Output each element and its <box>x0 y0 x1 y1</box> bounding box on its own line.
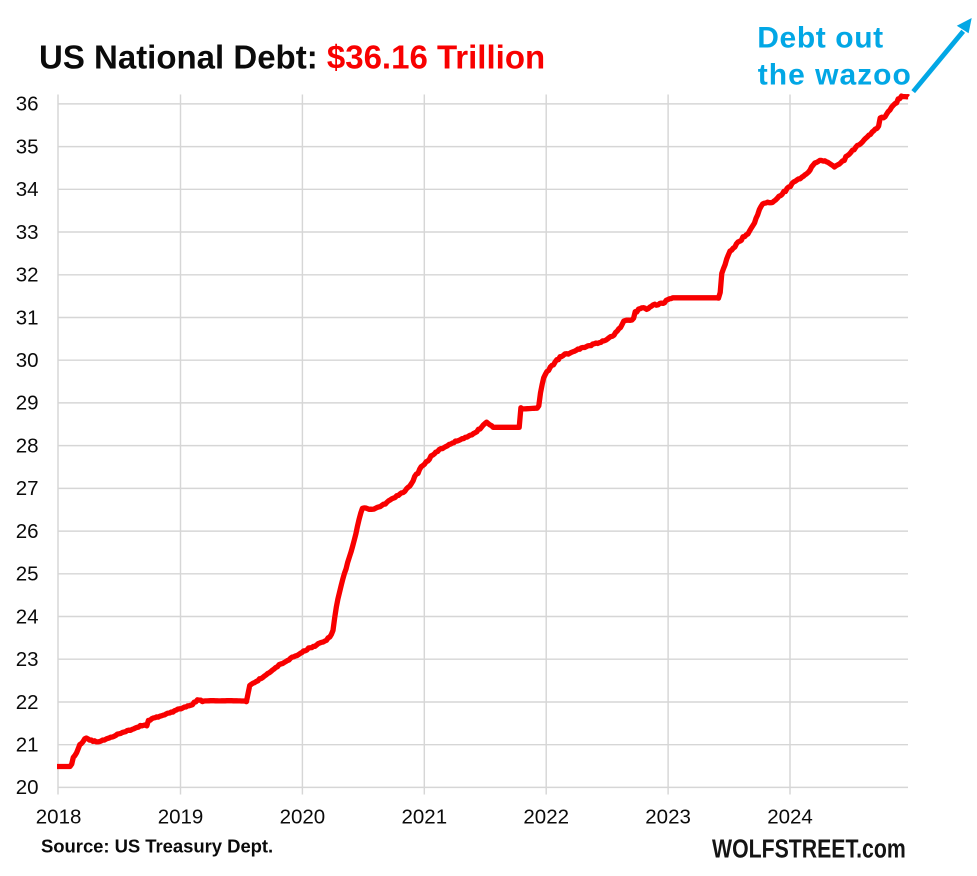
svg-text:31: 31 <box>16 306 39 329</box>
svg-text:Source: US Treasury Dept.: Source: US Treasury Dept. <box>41 836 273 857</box>
svg-text:33: 33 <box>16 221 39 244</box>
svg-text:Debt out: Debt out <box>757 22 883 55</box>
svg-text:WOLFSTREET.com: WOLFSTREET.com <box>712 835 906 865</box>
svg-text:2023: 2023 <box>645 806 691 829</box>
svg-text:23: 23 <box>16 648 39 671</box>
svg-text:the wazoo: the wazoo <box>758 59 912 92</box>
svg-text:2022: 2022 <box>523 806 569 829</box>
svg-text:2019: 2019 <box>158 806 204 829</box>
svg-text:24: 24 <box>16 605 39 628</box>
svg-text:22: 22 <box>16 691 39 714</box>
svg-text:20: 20 <box>16 776 39 799</box>
svg-text:32: 32 <box>16 264 39 287</box>
svg-text:35: 35 <box>16 135 39 158</box>
svg-text:2021: 2021 <box>401 806 447 829</box>
svg-text:28: 28 <box>16 434 39 457</box>
svg-text:21: 21 <box>16 734 39 757</box>
svg-text:36: 36 <box>16 93 39 116</box>
svg-text:26: 26 <box>16 520 39 543</box>
svg-text:30: 30 <box>16 349 39 372</box>
svg-text:2018: 2018 <box>36 806 82 829</box>
svg-text:29: 29 <box>16 392 39 415</box>
svg-text:2024: 2024 <box>767 806 813 829</box>
svg-text:34: 34 <box>16 178 39 201</box>
svg-text:25: 25 <box>16 563 39 586</box>
svg-text:27: 27 <box>16 477 39 500</box>
svg-text:2020: 2020 <box>280 806 326 829</box>
svg-text:US National Debt: $36.16 Trill: US National Debt: $36.16 Trillion <box>39 39 545 76</box>
